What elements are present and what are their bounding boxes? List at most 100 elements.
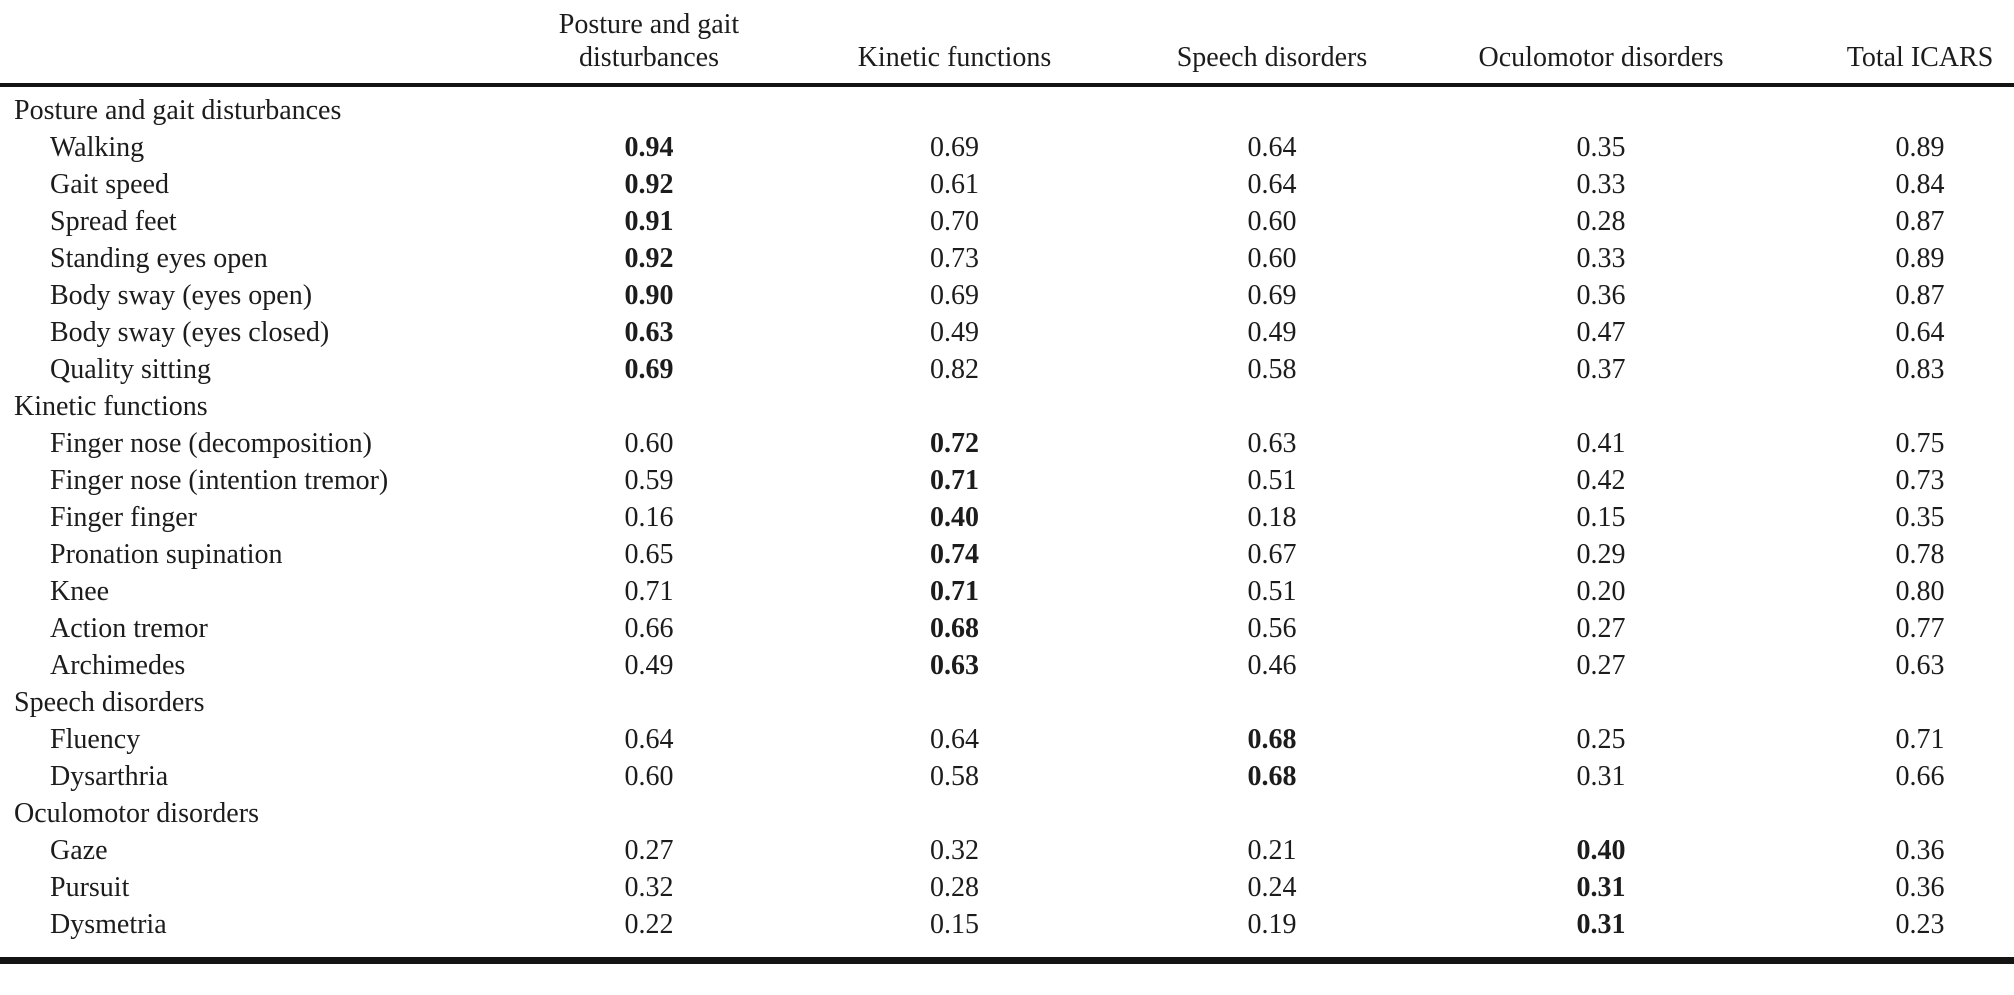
correlation-value: 0.19 [1247,909,1297,940]
correlation-value: 0.73 [930,243,979,274]
correlation-value: 0.58 [930,761,979,792]
column-header-oculomotor: Oculomotor disorders [1436,0,1766,87]
section-header-label: Speech disorders [14,687,205,718]
correlation-value: 0.87 [1895,280,1945,311]
row-label: Body sway (eyes closed) [50,317,330,348]
correlation-value: 0.77 [1895,613,1945,644]
column-header-kinetic: Kinetic functions [801,0,1108,87]
correlation-value: 0.66 [624,613,674,644]
correlation-value: 0.63 [1247,428,1297,459]
table-row: Spread feet 0.91 0.70 0.60 0.28 0.87 [0,203,2014,240]
table-row: Dysmetria 0.22 0.15 0.19 0.31 0.23 [0,906,2014,961]
correlation-value-own-subscale: 0.92 [624,169,674,200]
table-row: Quality sitting 0.69 0.82 0.58 0.37 0.83 [0,351,2014,388]
correlation-value: 0.60 [1247,243,1297,274]
correlation-value: 0.71 [624,576,674,607]
correlation-value: 0.20 [1576,576,1626,607]
row-label: Gait speed [50,169,169,200]
row-label: Pursuit [50,872,130,903]
correlation-value: 0.70 [930,206,979,237]
column-header-empty [0,0,497,87]
correlation-value-own-subscale: 0.63 [930,650,979,681]
row-label: Fluency [50,724,141,755]
table-row: Body sway (eyes closed) 0.63 0.49 0.49 0.47 0… [0,314,2014,351]
correlation-value: 0.59 [624,465,674,496]
correlation-value: 0.36 [1895,835,1945,866]
correlation-value: 0.41 [1576,428,1626,459]
row-label: Spread feet [50,206,177,237]
correlation-value: 0.75 [1895,428,1945,459]
correlation-value: 0.80 [1895,576,1945,607]
column-header-posture-gait: Posture and gait disturbances [497,0,801,87]
table-row: Finger nose (decomposition) 0.60 0.72 0.63 0… [0,425,2014,462]
row-label: Knee [50,576,110,607]
correlation-value-own-subscale: 0.74 [930,539,979,570]
header-row: Posture and gait disturbances Kinetic fu… [0,0,2014,87]
correlation-value: 0.49 [930,317,979,348]
correlation-value: 0.28 [930,872,979,903]
column-header-line: disturbances [579,42,719,73]
row-label: Body sway (eyes open) [50,280,313,311]
correlation-value: 0.22 [624,909,674,940]
row-label: Gaze [50,835,108,866]
correlation-value: 0.60 [1247,206,1297,237]
section-header-row: Oculomotor disorders [0,795,2014,832]
correlation-value: 0.66 [1895,761,1945,792]
column-header-total-icars: Total ICARS [1766,0,2014,87]
correlation-value-own-subscale: 0.31 [1576,872,1626,903]
row-label: Finger nose (decomposition) [50,428,372,459]
column-header-line: Posture and gait [558,9,740,40]
correlation-value-own-subscale: 0.68 [1247,761,1297,792]
correlation-value-own-subscale: 0.68 [1247,724,1297,755]
correlation-value: 0.64 [1895,317,1945,348]
correlation-value: 0.69 [1247,280,1297,311]
correlation-value: 0.64 [624,724,674,755]
table-body: Posture and gait disturbances Walking 0.94… [0,85,2014,961]
table-row: Action tremor 0.66 0.68 0.56 0.27 0.77 [0,610,2014,647]
correlation-value: 0.51 [1247,465,1297,496]
correlation-value: 0.83 [1895,354,1945,385]
row-label: Walking [50,132,145,163]
correlation-value: 0.36 [1576,280,1626,311]
correlation-value: 0.24 [1247,872,1297,903]
correlation-value: 0.18 [1247,502,1297,533]
column-header-speech: Speech disorders [1108,0,1436,87]
correlation-value-own-subscale: 0.68 [930,613,979,644]
correlation-value: 0.42 [1576,465,1626,496]
correlation-value: 0.35 [1576,132,1626,163]
correlation-value: 0.32 [930,835,979,866]
correlation-value: 0.71 [1895,724,1945,755]
correlation-value: 0.25 [1576,724,1626,755]
correlation-value-own-subscale: 0.40 [1576,835,1626,866]
correlation-value: 0.35 [1895,502,1945,533]
table-row: Body sway (eyes open) 0.90 0.69 0.69 0.36 0.8… [0,277,2014,314]
table-row: Walking 0.94 0.69 0.64 0.35 0.89 [0,129,2014,166]
icars-correlation-table: Posture and gait disturbances Kinetic fu… [0,0,2014,964]
section-header-label: Kinetic functions [14,391,208,422]
section-header-row: Posture and gait disturbances [0,85,2014,129]
row-label: Archimedes [50,650,186,681]
correlation-value-own-subscale: 0.94 [624,132,674,163]
table-row: Gaze 0.27 0.32 0.21 0.40 0.36 [0,832,2014,869]
section-header-label: Oculomotor disorders [14,798,259,829]
correlation-value: 0.27 [624,835,674,866]
correlation-value: 0.31 [1576,761,1626,792]
table-row: Knee 0.71 0.71 0.51 0.20 0.80 [0,573,2014,610]
correlation-value: 0.89 [1895,132,1945,163]
correlation-value: 0.56 [1247,613,1297,644]
table-row: Finger finger 0.16 0.40 0.18 0.15 0.35 [0,499,2014,536]
row-label: Dysmetria [50,909,167,940]
table-row: Pursuit 0.32 0.28 0.24 0.31 0.36 [0,869,2014,906]
correlation-value: 0.27 [1576,650,1626,681]
correlation-value: 0.29 [1576,539,1626,570]
correlation-value: 0.21 [1247,835,1297,866]
section-header-label: Posture and gait disturbances [14,95,342,126]
correlation-value: 0.15 [1576,502,1626,533]
correlation-value-own-subscale: 0.90 [624,280,674,311]
correlation-value: 0.36 [1895,872,1945,903]
correlation-value-own-subscale: 0.63 [624,317,674,348]
correlation-value: 0.67 [1247,539,1297,570]
correlation-value: 0.49 [1247,317,1297,348]
correlation-value: 0.64 [1247,132,1297,163]
